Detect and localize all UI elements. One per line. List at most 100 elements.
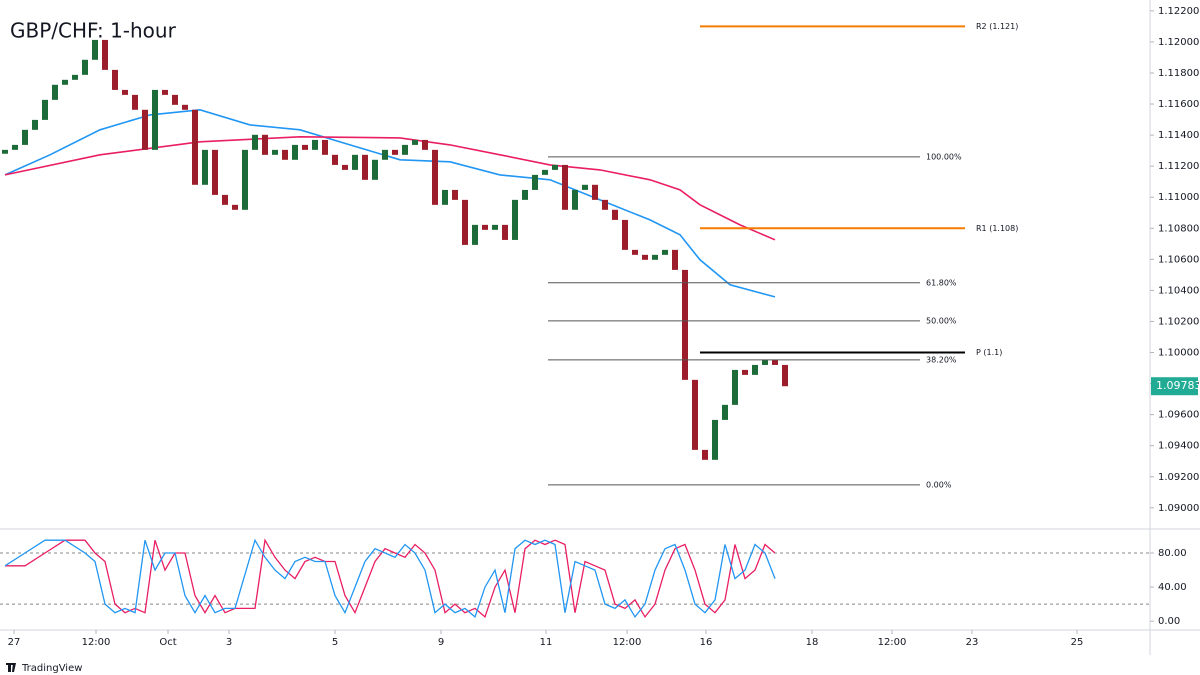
candle-body (472, 224, 478, 245)
x-tick-label: 18 (806, 637, 819, 648)
candle-body (512, 199, 518, 240)
candle-body (62, 79, 68, 85)
candle-body (692, 379, 698, 450)
fib-label: 38.20% (926, 355, 957, 364)
candle-body (452, 189, 458, 200)
candle-body (52, 84, 58, 100)
y-tick-label: 1.11200 (1158, 161, 1199, 172)
candle-body (352, 154, 358, 170)
candle-body (12, 144, 18, 150)
x-tick-label: 16 (700, 637, 713, 648)
candle-body (172, 94, 178, 105)
y-tick-label: 1.09000 (1158, 503, 1199, 514)
candle-body (532, 174, 538, 190)
candle-body (112, 69, 118, 90)
candle-body (302, 144, 308, 150)
candle-body (482, 224, 488, 230)
x-tick-label: 12:00 (82, 637, 111, 648)
candle-body (412, 139, 418, 145)
candle-body (242, 149, 248, 210)
candle-body (332, 154, 338, 165)
y-tick-label: 1.11400 (1158, 130, 1199, 141)
candle-body (272, 149, 278, 155)
candle-body (612, 209, 618, 220)
y-tick-label: 1.09200 (1158, 472, 1199, 483)
candle-body (702, 449, 708, 460)
last-price-box (1151, 377, 1198, 396)
x-tick-label: 9 (438, 637, 444, 648)
oscillator-line (5, 538, 776, 619)
candle-body (292, 144, 298, 160)
candle-body (162, 89, 168, 95)
candle-body (762, 359, 768, 365)
candle-body (122, 89, 128, 95)
moving-average (4, 108, 776, 298)
fib-label: 100.00% (926, 152, 962, 161)
candle-body (752, 364, 758, 375)
candle-body (662, 249, 668, 255)
candle-body (392, 149, 398, 155)
candle-body (432, 149, 438, 205)
y-tick-label: 1.11000 (1158, 192, 1199, 203)
fib-label: 61.80% (926, 278, 957, 287)
candle-body (102, 39, 108, 70)
candle-body (362, 154, 368, 180)
candle-body (462, 199, 468, 245)
candle-body (772, 359, 778, 365)
pivot-label: P (1.1) (976, 348, 1002, 357)
candle-body (622, 219, 628, 250)
candle-body (152, 89, 158, 150)
candle-body (562, 164, 568, 210)
y-tick-label: 1.10600 (1158, 254, 1199, 265)
x-tick-label: 11 (540, 637, 553, 648)
candle-body (2, 149, 8, 154)
candle-body (632, 249, 638, 255)
candle-body (782, 364, 788, 387)
candle-body (422, 139, 428, 150)
plot: 1.12200 1.12000 1.11800 1.11600 1.11400 1.112… (0, 6, 1200, 648)
candle-body (402, 144, 408, 155)
oscillator-line (4, 538, 776, 619)
fib-label: 0.00% (926, 480, 952, 489)
pivot-label: R2 (1.121) (976, 22, 1018, 31)
footer: TradingView (21, 663, 82, 674)
candle-body (192, 109, 198, 185)
logo (6, 663, 16, 672)
candle-body (282, 149, 288, 160)
candle-body (212, 149, 218, 195)
candle-body (82, 59, 88, 75)
candle-body (262, 134, 268, 155)
candle-body (132, 94, 138, 110)
x-tick-label: 25 (1071, 637, 1084, 648)
x-tick-label: Oct (159, 637, 176, 648)
candle-body (682, 269, 688, 380)
candle-body (32, 119, 38, 130)
candle-body (92, 39, 98, 60)
candle-body (42, 99, 48, 120)
candle-body (492, 224, 498, 230)
y-tick-label: 1.12200 (1158, 6, 1199, 17)
y-tick-label: 1.09600 (1158, 410, 1199, 421)
candle-body (722, 404, 728, 420)
candle-body (222, 194, 228, 205)
candle-body (22, 129, 28, 145)
candle-body (502, 224, 508, 240)
candle-body (672, 249, 678, 270)
chart-title: GBP/CHF: 1-hour (10, 19, 177, 43)
x-tick-label: 12:00 (613, 637, 642, 648)
y-tick-label: 0.00 (1158, 616, 1180, 627)
x-tick-label: 3 (226, 637, 232, 648)
candle-body (572, 189, 578, 210)
y-tick-label: 1.11600 (1158, 99, 1199, 110)
y-tick-label: 1.10000 (1158, 348, 1199, 359)
candle-body (522, 189, 528, 200)
y-tick-label: 1.12000 (1158, 37, 1199, 48)
candle-body (592, 184, 598, 200)
fib-label: 50.00% (926, 316, 957, 325)
x-tick-label: 5 (332, 637, 338, 648)
candle-body (442, 189, 448, 205)
y-tick-label: 1.10200 (1158, 316, 1199, 327)
candle-body (382, 149, 388, 160)
candle-body (142, 109, 148, 150)
